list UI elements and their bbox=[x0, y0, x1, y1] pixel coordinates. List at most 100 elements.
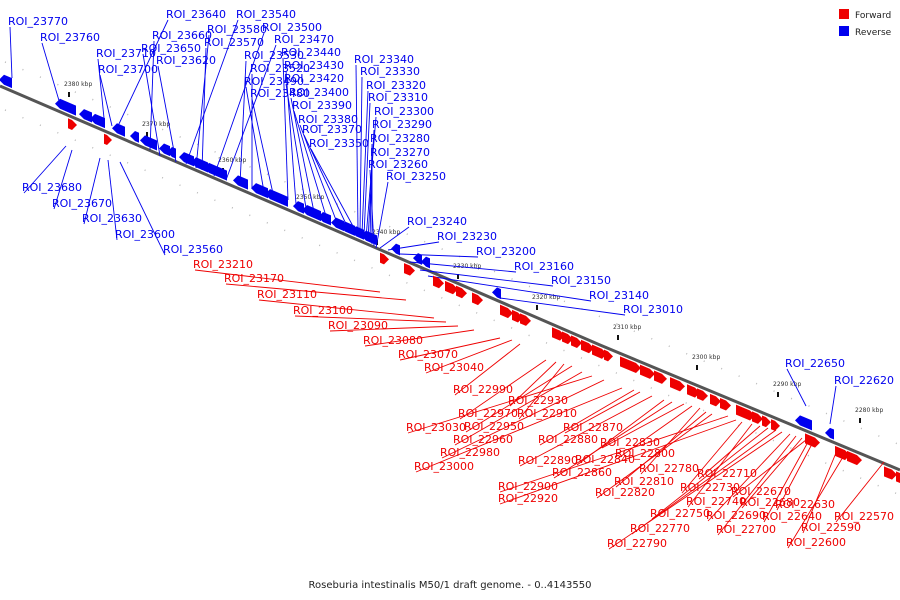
forward-gene-arrow bbox=[847, 450, 862, 466]
leader-line bbox=[213, 32, 265, 177]
leader-line bbox=[835, 461, 885, 523]
legend-forward-label: Forward bbox=[855, 11, 891, 21]
scale-tick-mark bbox=[146, 132, 148, 137]
forward-gene-arrow bbox=[456, 285, 467, 299]
forward-gene-label: ROI_22780 bbox=[639, 462, 699, 475]
scale-tick-label: 2330 kbp bbox=[453, 263, 481, 270]
reverse-gene-label: ROI_23640 bbox=[166, 8, 226, 21]
reverse-gene-label: ROI_23390 bbox=[292, 99, 352, 112]
leader-line bbox=[251, 98, 275, 199]
forward-gene-label: ROI_23000 bbox=[414, 460, 474, 473]
reverse-gene-label: ROI_23620 bbox=[156, 54, 216, 67]
leader-line bbox=[425, 339, 513, 374]
forward-gene-label: ROI_22950 bbox=[464, 420, 524, 433]
reverse-gene-label: ROI_23630 bbox=[82, 212, 142, 225]
scale-tick-label: 2350 kbp bbox=[296, 194, 324, 201]
forward-gene-label: ROI_22890 bbox=[518, 454, 578, 467]
scale-tick-label: 2290 kbp bbox=[773, 381, 801, 388]
forward-gene-arrow bbox=[445, 280, 458, 295]
reverse-gene-arrow bbox=[368, 233, 377, 246]
reverse-gene-label: ROI_23270 bbox=[370, 146, 430, 159]
leader-line bbox=[379, 226, 410, 249]
leader-line bbox=[616, 405, 693, 460]
scale-tick-label: 2310 kbp bbox=[613, 324, 641, 331]
reverse-gene-arrow bbox=[233, 175, 248, 190]
forward-gene-label: ROI_22840 bbox=[575, 453, 635, 466]
reverse-gene-label: ROI_23420 bbox=[284, 72, 344, 85]
leader-line bbox=[441, 379, 605, 459]
leader-line bbox=[361, 90, 369, 235]
legend-reverse-label: Reverse bbox=[855, 28, 892, 38]
forward-gene-label: ROI_22830 bbox=[600, 436, 660, 449]
leader-line bbox=[415, 387, 623, 473]
forward-gene-arrow bbox=[404, 263, 415, 276]
forward-gene-arrow bbox=[736, 404, 755, 421]
reverse-gene-label: ROI_23560 bbox=[163, 243, 223, 256]
leader-line bbox=[23, 145, 67, 194]
reverse-gene-arrow bbox=[825, 427, 834, 440]
legend-forward-swatch bbox=[839, 9, 849, 19]
forward-gene-label: ROI_23040 bbox=[424, 361, 484, 374]
forward-gene-arrow bbox=[520, 313, 531, 326]
forward-gene-arrow bbox=[552, 327, 565, 341]
forward-gene-label: ROI_22770 bbox=[630, 522, 690, 535]
leader-line bbox=[601, 403, 685, 449]
reverse-gene-arrow bbox=[302, 205, 321, 222]
forward-gene-label: ROI_23080 bbox=[363, 334, 423, 347]
leader-line bbox=[142, 53, 161, 157]
leader-line bbox=[419, 269, 554, 287]
reverse-gene-arrow bbox=[361, 230, 372, 244]
leader-line bbox=[615, 411, 707, 488]
scale-tick-mark bbox=[68, 92, 70, 97]
leader-line bbox=[407, 375, 593, 434]
leader-line bbox=[369, 169, 375, 247]
reverse-gene-label: ROI_23710 bbox=[96, 47, 156, 60]
reverse-gene-label: ROI_23250 bbox=[386, 170, 446, 183]
reverse-gene-label: ROI_23770 bbox=[8, 15, 68, 28]
legend: Forward Reverse bbox=[839, 9, 892, 38]
leader-line bbox=[41, 42, 61, 105]
leader-line bbox=[786, 368, 807, 407]
forward-gene-arrow bbox=[762, 415, 771, 428]
scale-tick-mark bbox=[859, 418, 861, 423]
forward-gene-arrow bbox=[896, 471, 900, 483]
reverse-gene-label: ROI_23600 bbox=[115, 228, 175, 241]
leader-line bbox=[732, 439, 807, 498]
leader-line bbox=[707, 433, 791, 522]
leader-line bbox=[375, 181, 389, 249]
reverse-gene-label: ROI_23350 bbox=[309, 137, 369, 150]
forward-gene-arrow bbox=[380, 252, 389, 265]
forward-gene-label: ROI_22590 bbox=[801, 521, 861, 534]
leader-line bbox=[9, 26, 13, 79]
forward-gene-label: ROI_22790 bbox=[607, 537, 667, 550]
leader-line bbox=[829, 385, 837, 425]
reverse-gene-arrow bbox=[265, 189, 282, 205]
forward-gene-label: ROI_22980 bbox=[440, 446, 500, 459]
reverse-gene-arrow bbox=[413, 253, 422, 265]
reverse-gene-label: ROI_23670 bbox=[52, 197, 112, 210]
forward-gene-label: ROI_22860 bbox=[552, 466, 612, 479]
reverse-gene-label: ROI_23150 bbox=[551, 274, 611, 287]
leader-line bbox=[149, 40, 155, 151]
gene-features bbox=[0, 74, 900, 483]
forward-gene-label: ROI_23110 bbox=[257, 288, 317, 301]
leader-line bbox=[454, 371, 583, 446]
leader-line bbox=[239, 60, 247, 185]
leader-line bbox=[53, 149, 73, 210]
forward-gene-label: ROI_22820 bbox=[595, 486, 655, 499]
forward-gene-arrow bbox=[670, 377, 685, 392]
reverse-gene-arrow bbox=[167, 146, 176, 159]
reverse-gene-label: ROI_23530 bbox=[244, 49, 304, 62]
gene-labels: ROI_23770ROI_23760ROI_23710ROI_23700ROI_… bbox=[8, 8, 894, 550]
leader-line bbox=[294, 315, 447, 323]
scale-tick-mark bbox=[457, 274, 459, 279]
reverse-gene-label: ROI_23330 bbox=[360, 65, 420, 78]
leader-line bbox=[299, 124, 337, 221]
leader-line bbox=[553, 401, 673, 479]
forward-gene-label: ROI_23100 bbox=[293, 304, 353, 317]
forward-gene-label: ROI_22740 bbox=[686, 495, 746, 508]
reverse-gene-label: ROI_23160 bbox=[514, 260, 574, 273]
reverse-gene-arrow bbox=[204, 162, 227, 181]
forward-gene-arrow bbox=[581, 339, 594, 354]
leader-line bbox=[741, 437, 803, 509]
